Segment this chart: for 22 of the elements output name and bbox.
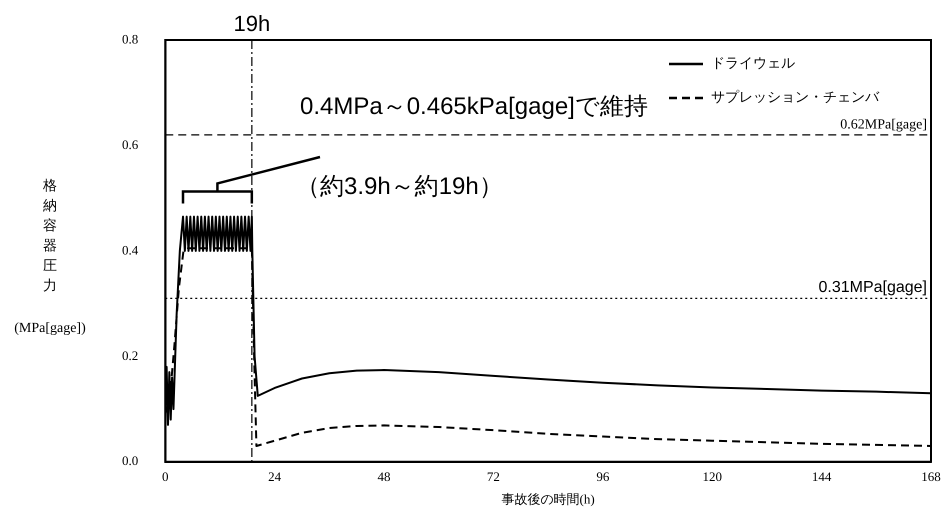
y-tick-label: 0.0 bbox=[122, 453, 138, 468]
x-tick-label: 0 bbox=[162, 469, 168, 484]
x-tick-label: 96 bbox=[596, 469, 610, 484]
x-tick-label: 144 bbox=[812, 469, 832, 484]
x-tick-label: 168 bbox=[921, 469, 941, 484]
ref-line-label: 0.62MPa[gage] bbox=[840, 118, 927, 133]
legend-label: ドライウェル bbox=[711, 56, 795, 72]
annotation: （約3.9h～約19h） bbox=[296, 172, 503, 202]
annotation: 0.4MPa～0.465kPa[gage]で維持 bbox=[300, 92, 648, 122]
x-tick-label: 72 bbox=[486, 469, 500, 484]
ref-line-label: 19h bbox=[233, 11, 270, 36]
x-tick-label: 48 bbox=[378, 469, 391, 484]
y-tick-label: 0.4 bbox=[122, 242, 139, 258]
text: 格納容器圧力(MPa[gage]) bbox=[14, 178, 86, 336]
ref-line-label: 0.31MPa[gage] bbox=[818, 278, 927, 296]
y-tick-label: 0.8 bbox=[122, 31, 138, 46]
y-tick-label: 0.2 bbox=[122, 348, 138, 363]
legend-label: サプレッション・チェンバ bbox=[711, 90, 880, 106]
y-tick-label: 0.6 bbox=[122, 136, 139, 152]
x-tick-label: 120 bbox=[702, 469, 722, 484]
x-axis-title: 事故後の時間(h) bbox=[502, 492, 595, 507]
x-tick-label: 24 bbox=[268, 469, 282, 484]
